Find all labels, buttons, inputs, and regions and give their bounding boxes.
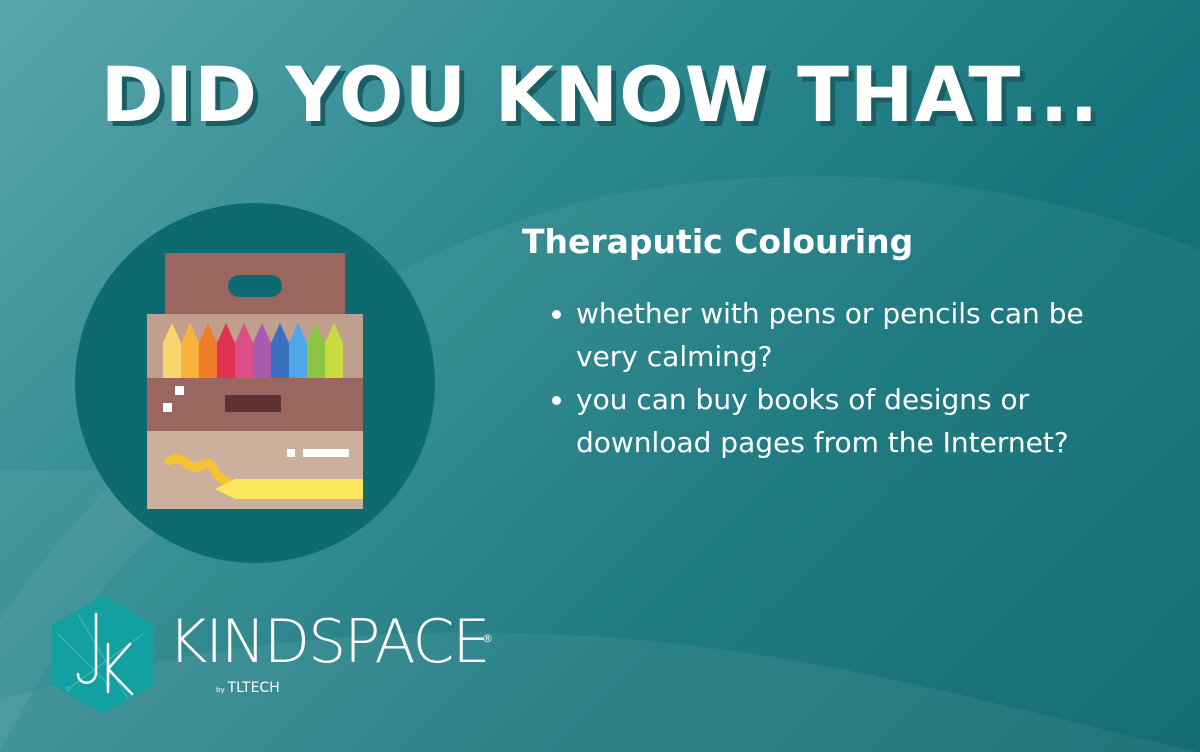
logo-byline: by TLTECH [216,681,280,695]
logo-by-brand: TLTECH [227,680,280,696]
logo-by-prefix: by [216,686,225,694]
registered-mark: ® [482,632,493,645]
crayon [307,323,325,383]
box-label [225,395,281,412]
crayon [181,323,199,383]
crayon [271,323,289,383]
bullet-list: whether with pens or pencils can be very… [546,292,1096,464]
headline: DID YOU KNOW THAT... [100,50,1100,139]
logo-wordmark: KINDSPACE [168,607,490,677]
subtitle: Theraputic Colouring [522,222,914,261]
crayon [217,323,235,383]
crayon [253,323,271,383]
crayon [163,323,181,383]
yellow-crayon [215,479,363,499]
crayon-box-icon [75,203,435,563]
crayons [163,323,343,383]
logo-hexagon-icon [52,596,154,714]
crayon [325,323,343,383]
hanger-hole [228,275,282,297]
crayon [289,323,307,383]
kindspace-logo: KINDSPACE by TLTECH [48,594,508,724]
bullet-item: you can buy books of designs or download… [576,378,1096,464]
bullet-item: whether with pens or pencils can be very… [576,292,1096,378]
crayon [199,323,217,383]
crayon [235,323,253,383]
